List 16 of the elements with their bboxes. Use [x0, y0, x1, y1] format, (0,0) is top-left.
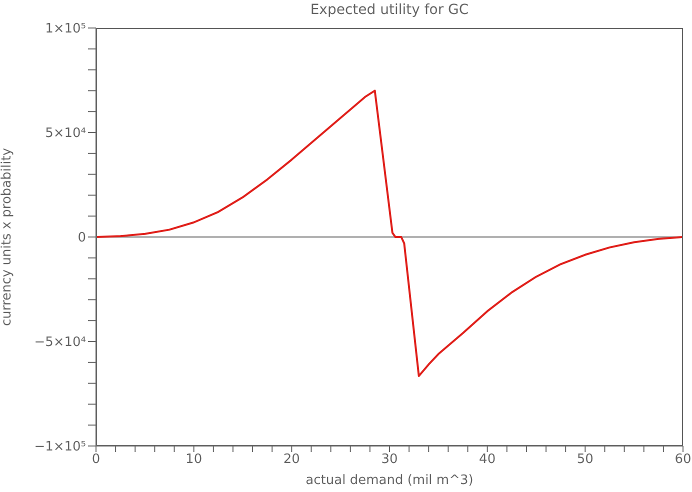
x-tick-label: 60	[674, 452, 692, 468]
x-tick-label: 50	[576, 452, 594, 468]
x-axis-title: actual demand (mil m^3)	[306, 473, 474, 488]
y-tick-label: 5×10⁴	[45, 126, 86, 142]
line-series	[96, 90, 683, 377]
chart-title: Expected utility for GC	[309, 2, 470, 18]
y-axis-title: currency units x probability	[0, 148, 15, 326]
y-tick-label: 0	[78, 230, 86, 246]
x-tick-label: 0	[92, 452, 100, 468]
y-tick-label: 1×10⁵	[45, 22, 86, 37]
x-tick-label: 40	[479, 452, 496, 468]
x-tick-label: 10	[186, 452, 202, 468]
y-tick-label: −1×10⁵	[34, 440, 86, 455]
x-tick-label: 30	[381, 452, 398, 468]
y-tick-label: −5×10⁴	[34, 335, 86, 350]
x-tick-label: 20	[283, 452, 300, 468]
